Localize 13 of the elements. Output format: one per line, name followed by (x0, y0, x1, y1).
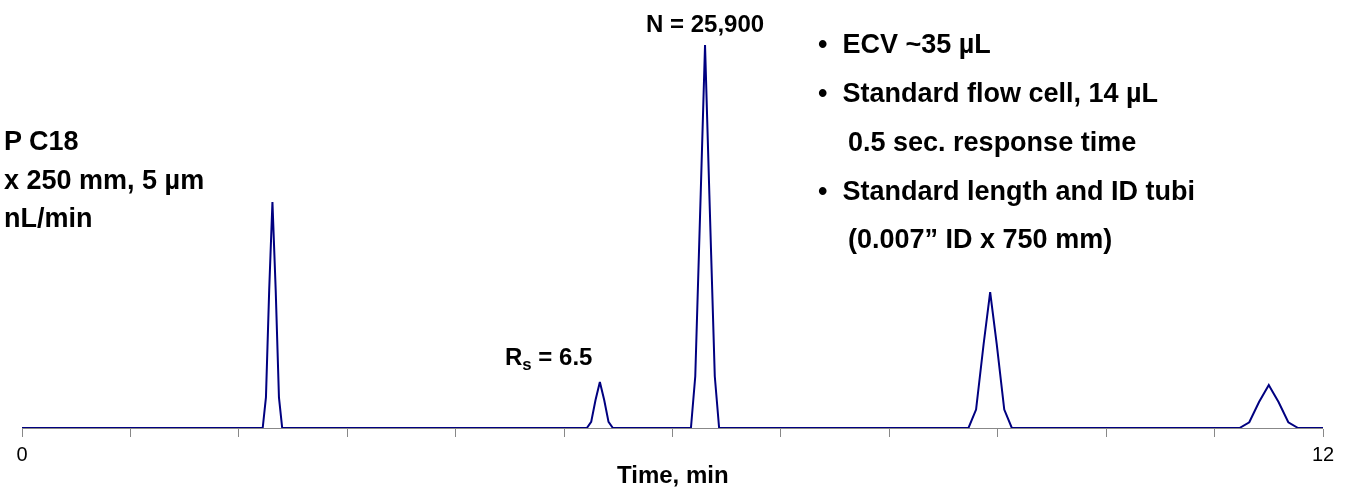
annotation: • Standard flow cell, 14 µL (818, 78, 1159, 108)
x-tick-label: 0 (16, 443, 28, 465)
annotation: • ECV ~35 µL (818, 29, 991, 59)
annotation: x 250 mm, 5 µm (4, 165, 205, 195)
x-tick-label: 12 (1311, 443, 1335, 465)
annotation: (0.007” ID x 750 mm) (818, 224, 1113, 254)
annotation: R$_{s}$ = 6.5 (505, 343, 593, 375)
annotation: 0.5 sec. response time (818, 127, 1137, 157)
annotation: nL/min (4, 203, 93, 233)
annotation: N = 25,900 (646, 10, 765, 37)
x-axis-title: Time, min (617, 461, 729, 488)
annotation: P C18 (4, 126, 79, 156)
annotation: • Standard length and ID tubi (818, 176, 1195, 206)
